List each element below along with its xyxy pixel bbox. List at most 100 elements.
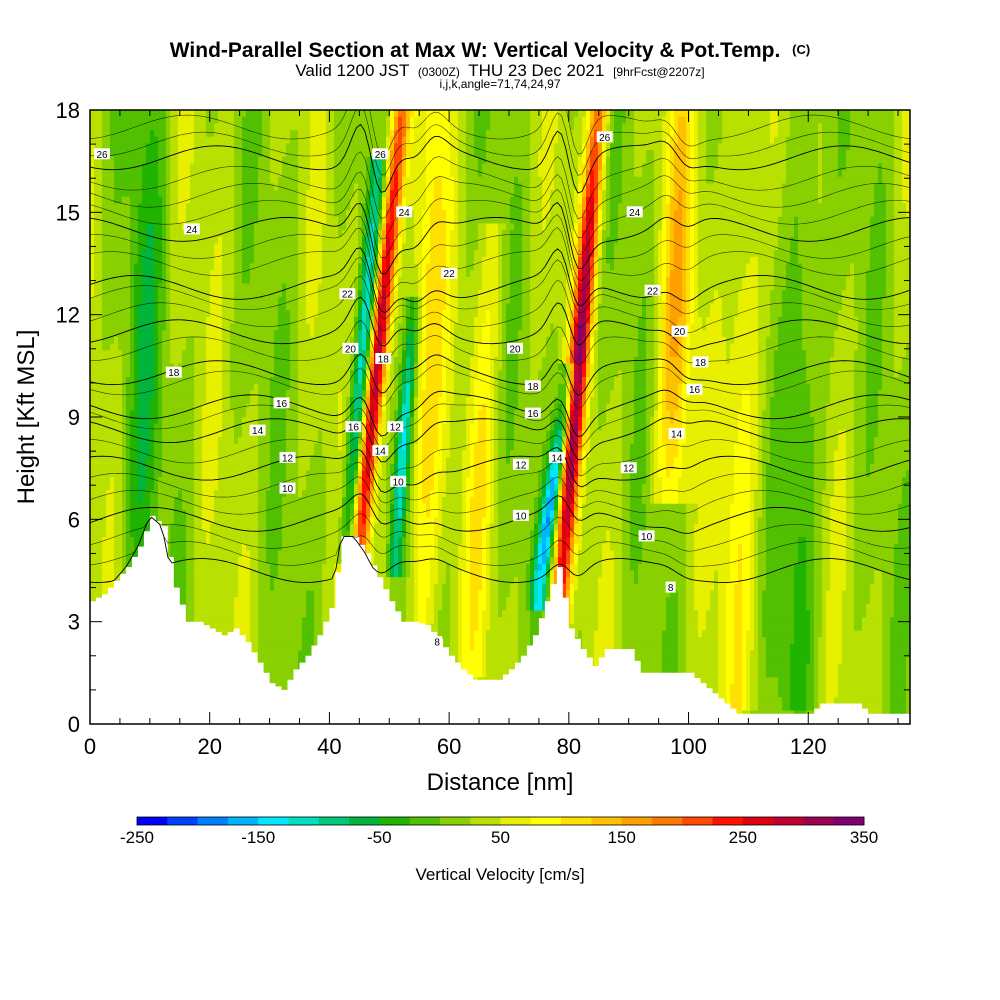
velocity-cell [190,170,195,178]
velocity-cell [130,183,135,191]
velocity-cell [398,116,403,124]
velocity-cell [758,183,763,191]
velocity-cell [326,270,331,278]
velocity-cell [98,223,103,231]
velocity-cell [510,250,515,258]
velocity-cell [326,203,331,211]
velocity-cell [782,176,787,185]
velocity-cell [402,236,407,245]
velocity-cell [134,183,139,191]
velocity-cell [174,116,179,124]
velocity-cell [742,243,747,251]
velocity-cell [150,236,155,245]
velocity-cell [538,176,543,185]
velocity-cell [350,223,355,231]
velocity-cell [170,156,175,164]
velocity-cell [306,230,311,238]
velocity-cell [462,156,467,164]
velocity-cell [854,116,859,124]
velocity-cell [846,243,851,251]
velocity-cell [858,216,863,225]
velocity-cell [750,150,755,158]
velocity-cell [734,230,739,238]
velocity-cell [210,243,215,251]
velocity-cell [562,163,567,171]
velocity-cell [246,143,251,151]
velocity-cell [154,210,159,218]
velocity-cell [834,163,839,171]
velocity-cell [450,230,455,238]
velocity-cell [242,256,247,265]
velocity-cell [162,250,167,258]
velocity-cell [734,176,739,185]
velocity-cell [134,196,139,205]
velocity-cell [370,203,375,211]
velocity-cell [134,143,139,151]
velocity-cell [278,243,283,251]
velocity-cell [710,250,715,258]
velocity-cell [370,163,375,171]
velocity-cell [678,150,683,158]
velocity-cell [670,150,675,158]
velocity-cell [350,216,355,225]
velocity-cell [382,243,387,251]
velocity-cell [446,116,451,124]
velocity-cell [746,230,751,238]
velocity-cell [486,256,491,265]
velocity-cell [726,230,731,238]
velocity-cell [686,150,691,158]
velocity-cell [222,210,227,218]
velocity-cell [658,110,663,118]
velocity-cell [670,156,675,164]
velocity-cell [758,243,763,251]
velocity-cell [110,156,115,164]
velocity-cell [318,223,323,231]
velocity-cell [242,123,247,131]
velocity-cell [418,256,423,265]
velocity-cell [530,216,535,225]
velocity-cell [426,263,431,271]
velocity-cell [338,116,343,124]
velocity-cell [254,176,259,185]
velocity-cell [282,230,287,238]
velocity-cell [462,243,467,251]
velocity-cell [266,256,271,265]
velocity-cell [138,130,143,138]
velocity-cell [750,196,755,205]
velocity-cell [238,190,243,198]
velocity-cell [506,170,511,178]
velocity-cell [762,176,767,185]
velocity-cell [726,256,731,265]
velocity-cell [754,110,759,118]
velocity-cell [310,250,315,258]
velocity-cell [106,110,111,118]
velocity-cell [190,143,195,151]
velocity-cell [202,110,207,118]
velocity-cell [530,170,535,178]
velocity-cell [562,263,567,271]
velocity-cell [386,143,391,151]
velocity-cell [270,270,275,278]
velocity-cell [158,210,163,218]
velocity-cell [482,223,487,231]
velocity-cell [166,143,171,151]
velocity-cell [278,176,283,185]
velocity-cell [634,163,639,171]
velocity-cell [814,263,819,271]
velocity-cell [886,210,891,218]
velocity-cell [774,150,779,158]
velocity-cell [710,176,715,185]
velocity-cell [666,123,671,131]
velocity-cell [422,190,427,198]
velocity-cell [834,256,839,265]
velocity-cell [114,190,119,198]
velocity-cell [150,136,155,144]
velocity-cell [570,150,575,158]
velocity-cell [646,250,651,258]
velocity-cell [474,243,479,251]
velocity-cell [230,176,235,185]
velocity-cell [710,183,715,191]
velocity-cell [626,150,631,158]
velocity-cell [730,143,735,151]
velocity-cell [254,243,259,251]
